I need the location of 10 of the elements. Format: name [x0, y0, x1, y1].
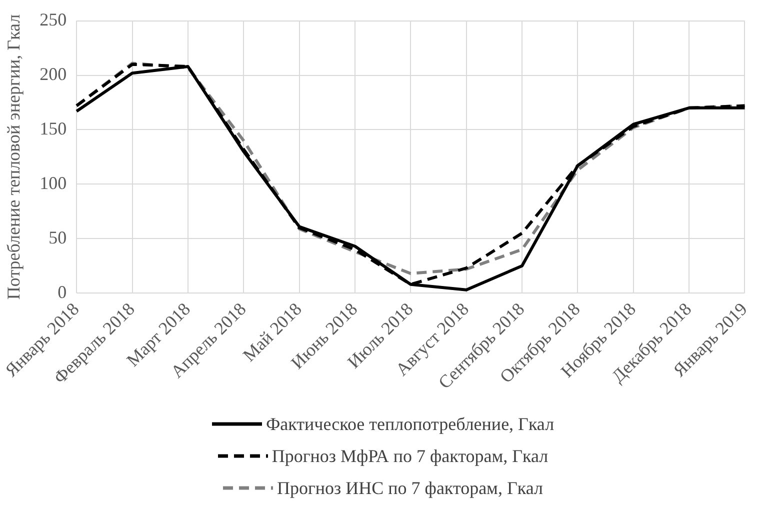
y-tick-label: 100 [40, 172, 67, 193]
y-tick-label: 50 [48, 227, 67, 248]
y-tick-label: 200 [40, 64, 67, 84]
legend-label: Прогноз МфРА по 7 факторам, Гкал [272, 446, 548, 466]
y-axis-title: Потребление тепловой энергии, Гкал [4, 14, 24, 300]
y-tick-label: 250 [40, 10, 67, 30]
legend-label: Прогноз ИНС по 7 факторам, Гкал [277, 478, 543, 498]
y-tick-label: 150 [40, 118, 67, 138]
legend-label: Фактическое теплопотребление, Гкал [266, 414, 554, 434]
y-tick-label: 0 [58, 282, 67, 302]
